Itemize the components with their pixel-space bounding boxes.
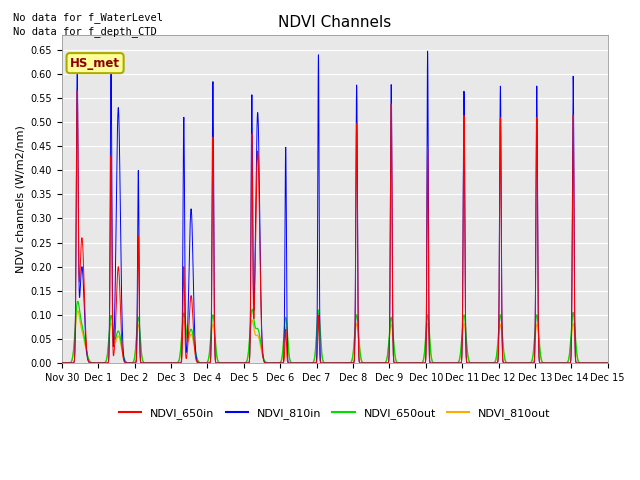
NDVI_810in xyxy=(534,324,542,330)
Text: No data for f_WaterLevel: No data for f_WaterLevel xyxy=(13,12,163,23)
NDVI_810in xyxy=(268,360,275,366)
NDVI_650out xyxy=(604,360,612,366)
NDVI_810out xyxy=(74,308,81,313)
Legend: NDVI_650in, NDVI_810in, NDVI_650out, NDVI_810out: NDVI_650in, NDVI_810in, NDVI_650out, NDV… xyxy=(115,403,555,423)
NDVI_810in xyxy=(58,360,66,366)
Line: NDVI_810out: NDVI_810out xyxy=(62,311,608,363)
NDVI_650out xyxy=(74,299,81,304)
NDVI_650in xyxy=(291,360,299,366)
NDVI_650out xyxy=(268,360,275,366)
NDVI_650out xyxy=(593,360,601,366)
NDVI_650in xyxy=(600,360,608,366)
NDVI_650in xyxy=(593,360,601,366)
NDVI_810in xyxy=(593,360,601,366)
Title: NDVI Channels: NDVI Channels xyxy=(278,15,392,30)
NDVI_810in xyxy=(600,360,608,366)
Line: NDVI_650in: NDVI_650in xyxy=(62,91,608,363)
NDVI_810in xyxy=(120,357,128,362)
NDVI_650out xyxy=(120,356,128,361)
NDVI_810out xyxy=(534,332,542,338)
NDVI_650in xyxy=(534,328,542,334)
NDVI_810out xyxy=(604,360,612,366)
NDVI_650out xyxy=(534,325,542,331)
NDVI_650out xyxy=(58,360,66,366)
NDVI_650in xyxy=(120,359,128,365)
Line: NDVI_810in: NDVI_810in xyxy=(62,51,608,363)
NDVI_650in xyxy=(604,360,612,366)
NDVI_810out xyxy=(153,360,161,366)
NDVI_650out xyxy=(291,360,299,366)
NDVI_650in xyxy=(153,360,161,366)
NDVI_810out xyxy=(593,360,601,366)
NDVI_810in xyxy=(424,48,431,54)
NDVI_810in xyxy=(153,360,161,366)
NDVI_650in xyxy=(74,88,81,94)
NDVI_650out xyxy=(153,360,161,366)
NDVI_650in xyxy=(58,360,66,366)
NDVI_810out xyxy=(268,360,275,366)
NDVI_810out xyxy=(291,360,299,366)
NDVI_810in xyxy=(604,360,612,366)
Line: NDVI_650out: NDVI_650out xyxy=(62,301,608,363)
Text: No data for f_depth_CTD: No data for f_depth_CTD xyxy=(13,26,157,37)
Y-axis label: NDVI channels (W/m2/nm): NDVI channels (W/m2/nm) xyxy=(15,125,25,273)
NDVI_810out xyxy=(120,357,128,362)
NDVI_810out xyxy=(58,360,66,366)
Text: HS_met: HS_met xyxy=(70,57,120,70)
NDVI_650in xyxy=(268,360,275,366)
NDVI_810in xyxy=(291,360,299,366)
